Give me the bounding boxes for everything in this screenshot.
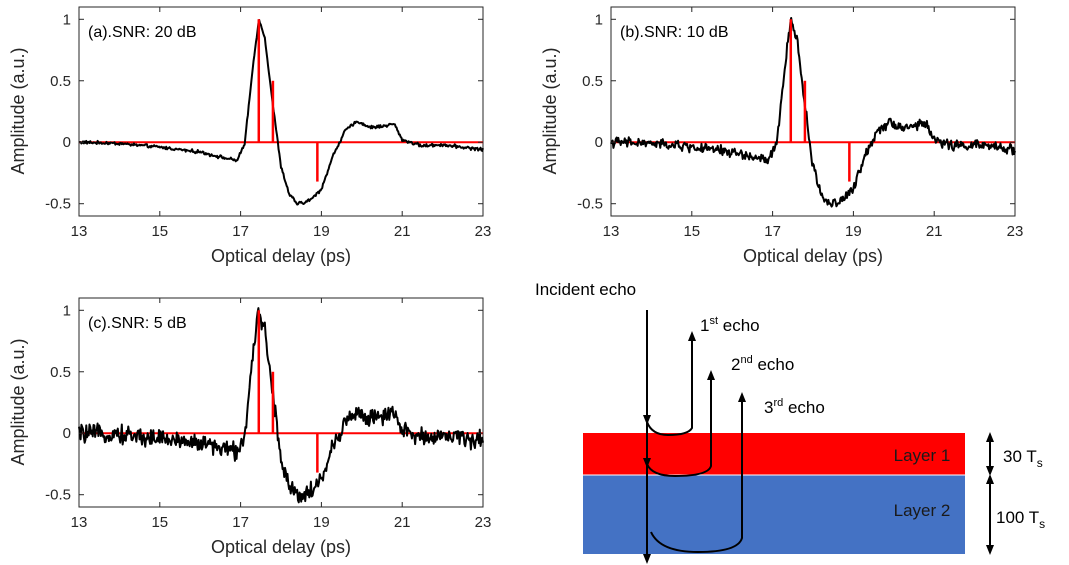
x-tick-label: 17 bbox=[764, 223, 781, 240]
signal-trace bbox=[78, 307, 484, 504]
x-tick-label: 19 bbox=[313, 514, 330, 531]
y-tick-label: -0.5 bbox=[577, 196, 603, 213]
y-tick-label: 0 bbox=[63, 425, 71, 442]
y-tick-label: 0.5 bbox=[582, 73, 603, 90]
x-axis-label: Optical delay (ps) bbox=[211, 246, 351, 266]
plot-marks bbox=[78, 19, 484, 206]
x-tick-label: 13 bbox=[603, 223, 620, 240]
y-tick-label: 1 bbox=[595, 11, 603, 28]
x-tick-label: 21 bbox=[394, 514, 411, 531]
axis-ticks: 13 15 17 19 21 23 -0.5 0 0.5 1 bbox=[45, 298, 491, 531]
y-tick-label: 0.5 bbox=[50, 73, 71, 90]
echo-3-label: 3rd echo bbox=[764, 397, 825, 417]
y-tick-label: 1 bbox=[63, 302, 71, 319]
axes-box bbox=[78, 6, 484, 217]
echo-1-label: 1st echo bbox=[700, 315, 760, 335]
echo-2-path bbox=[646, 370, 715, 478]
axis-ticks: 13 15 17 19 21 23 -0.5 0 0.5 1 bbox=[577, 7, 1023, 240]
x-tick-label: 23 bbox=[475, 223, 492, 240]
x-tick-label: 23 bbox=[475, 514, 492, 531]
y-tick-label: 0 bbox=[595, 134, 603, 151]
x-axis-label: Optical delay (ps) bbox=[743, 246, 883, 266]
panel-b: 13 15 17 19 21 23 -0.5 0 0.5 1 (b).SNR: 10 dB Opt… bbox=[540, 6, 1023, 266]
panel-title: (b).SNR: 10 dB bbox=[620, 24, 728, 41]
y-tick-label: 1 bbox=[63, 11, 71, 28]
y-axis-label: Amplitude (a.u.) bbox=[540, 47, 560, 174]
x-tick-label: 23 bbox=[1007, 223, 1024, 240]
panel-a: 13 15 17 19 21 23 -0.5 0 0.5 1 (a).SNR: 20 dB Opt… bbox=[8, 6, 491, 266]
x-tick-label: 19 bbox=[313, 223, 330, 240]
signal-trace bbox=[610, 16, 1016, 208]
axes-box bbox=[78, 297, 484, 508]
x-tick-label: 21 bbox=[926, 223, 943, 240]
echo-diagram: Layer 1 Layer 2 30 Ts 100 Ts Incident ec… bbox=[535, 280, 1045, 564]
signal-trace bbox=[78, 19, 484, 206]
incident-echo-label: Incident echo bbox=[535, 280, 636, 299]
x-tick-label: 15 bbox=[151, 223, 168, 240]
x-tick-label: 17 bbox=[232, 514, 249, 531]
axes-box bbox=[610, 6, 1016, 217]
layer-2-thickness-label: 100 Ts bbox=[996, 508, 1045, 531]
plot-marks bbox=[610, 16, 1016, 208]
x-axis-label: Optical delay (ps) bbox=[211, 537, 351, 557]
layer-1-thickness-label: 30 Ts bbox=[1003, 447, 1043, 470]
plot-marks bbox=[78, 307, 484, 504]
layer-1-label: Layer 1 bbox=[894, 446, 951, 465]
axis-ticks: 13 15 17 19 21 23 -0.5 0 0.5 1 bbox=[45, 7, 491, 240]
x-tick-label: 13 bbox=[71, 223, 88, 240]
y-tick-label: -0.5 bbox=[45, 487, 71, 504]
y-axis-label: Amplitude (a.u.) bbox=[8, 338, 28, 465]
x-tick-label: 13 bbox=[71, 514, 88, 531]
echo-2-label: 2nd echo bbox=[731, 354, 794, 374]
panel-title: (a).SNR: 20 dB bbox=[88, 24, 196, 41]
x-tick-label: 15 bbox=[151, 514, 168, 531]
y-tick-label: 0.5 bbox=[50, 364, 71, 381]
x-tick-label: 21 bbox=[394, 223, 411, 240]
panel-title: (c).SNR: 5 dB bbox=[88, 315, 187, 332]
y-axis-label: Amplitude (a.u.) bbox=[8, 47, 28, 174]
x-tick-label: 17 bbox=[232, 223, 249, 240]
x-tick-label: 15 bbox=[683, 223, 700, 240]
echo-3-path bbox=[650, 392, 746, 554]
y-tick-label: -0.5 bbox=[45, 196, 71, 213]
echo-1-path bbox=[646, 331, 696, 437]
panel-c: 13 15 17 19 21 23 -0.5 0 0.5 1 (c).SNR: 5 dB Opti… bbox=[8, 297, 491, 557]
y-tick-label: 0 bbox=[63, 134, 71, 151]
x-tick-label: 19 bbox=[845, 223, 862, 240]
layer-2-label: Layer 2 bbox=[894, 501, 951, 520]
